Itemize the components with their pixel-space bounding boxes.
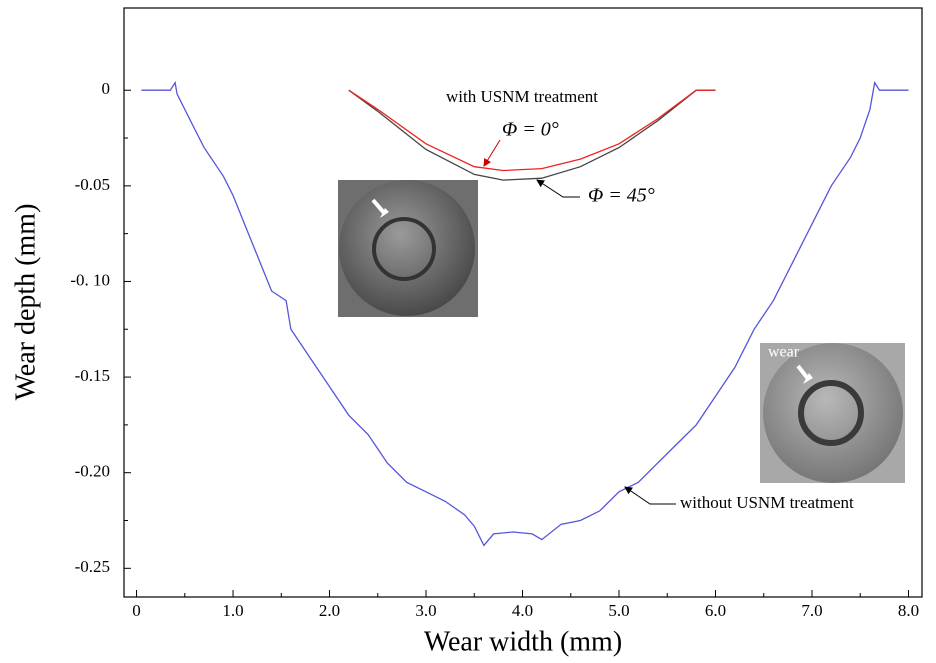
x-tick-label: 6.0	[705, 601, 726, 620]
annotation-arrow	[624, 486, 676, 505]
photo-untreated	[760, 343, 905, 483]
x-tick-label: 1.0	[222, 601, 243, 620]
series-line	[348, 89, 716, 181]
y-axis-label: Wear depth (mm)	[10, 204, 41, 401]
annotation: Φ = 0°	[502, 119, 559, 141]
x-tick-label: 3.0	[415, 601, 436, 620]
annotation: Φ = 45°	[588, 185, 655, 207]
annotation-arrow	[483, 139, 501, 167]
annotation: with USNM treatment	[446, 87, 598, 106]
series-line	[348, 89, 716, 172]
y-tick-label: -0.05	[75, 175, 110, 194]
annotation: without USNM treatment	[680, 493, 854, 512]
series-line	[141, 80, 909, 547]
annotation-arrow	[536, 179, 580, 198]
y-tick-label: -0.15	[75, 366, 110, 385]
annotation: wear	[768, 344, 800, 361]
y-tick-label: -0.20	[75, 462, 110, 481]
x-tick-label: 0	[132, 601, 141, 620]
photo-treated	[338, 180, 478, 317]
x-axis-label: Wear width (mm)	[424, 626, 622, 657]
y-tick-label: -0. 10	[70, 270, 110, 289]
x-tick-label: 4.0	[512, 601, 533, 620]
y-tick-label: -0.25	[75, 557, 110, 576]
x-tick-label: 7.0	[801, 601, 822, 620]
x-tick-label: 5.0	[608, 601, 629, 620]
x-tick-label: 8.0	[898, 601, 919, 620]
x-tick-label: 2.0	[319, 601, 340, 620]
y-tick-label: 0	[102, 79, 111, 98]
